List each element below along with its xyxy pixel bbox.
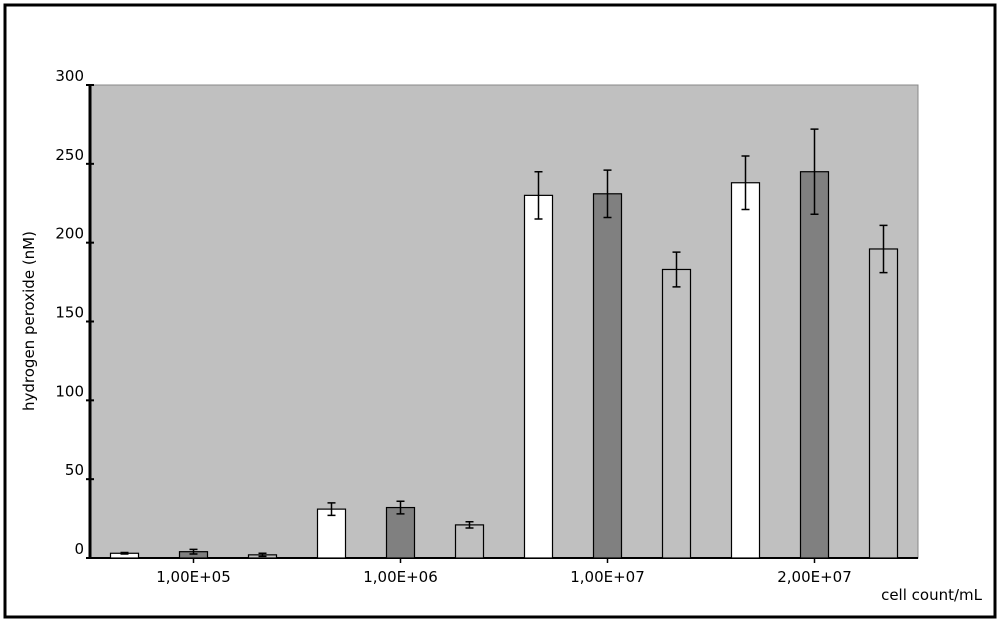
- x-axis-label: cell count/mL: [881, 586, 983, 604]
- y-tick-label: 100: [55, 382, 84, 400]
- y-tick-label: 150: [55, 304, 84, 322]
- x-tick-label: 1,00E+06: [363, 568, 438, 586]
- bar: [454, 524, 485, 559]
- y-tick-label: 300: [55, 67, 84, 85]
- bar: [661, 268, 692, 559]
- bar: [868, 248, 899, 559]
- plot-area: [89, 84, 919, 559]
- error-bar: [810, 128, 819, 216]
- error-bar: [465, 520, 474, 529]
- bar: [385, 506, 416, 559]
- x-tick-label: 2,00E+07: [777, 568, 852, 586]
- y-axis-label: hydrogen peroxide (nM): [20, 231, 38, 411]
- bar: [730, 182, 761, 559]
- y-tick-label: 0: [74, 540, 84, 558]
- y-tick-label: 250: [55, 146, 84, 164]
- error-bar: [672, 251, 681, 288]
- bar: [592, 193, 623, 559]
- error-bar: [396, 500, 405, 515]
- error-bar: [534, 170, 543, 220]
- error-bar: [741, 155, 750, 211]
- error-bar: [189, 548, 198, 555]
- bar: [799, 171, 830, 559]
- bar: [316, 508, 347, 559]
- x-tick-label: 1,00E+07: [570, 568, 645, 586]
- error-bar: [327, 502, 336, 517]
- x-tick-label: 1,00E+05: [156, 568, 231, 586]
- error-bar: [603, 169, 612, 219]
- bar: [523, 194, 554, 559]
- error-bar: [258, 552, 267, 558]
- error-bar: [879, 224, 888, 274]
- y-tick-label: 50: [65, 461, 84, 479]
- error-bar: [120, 551, 129, 555]
- y-tick-label: 200: [55, 225, 84, 243]
